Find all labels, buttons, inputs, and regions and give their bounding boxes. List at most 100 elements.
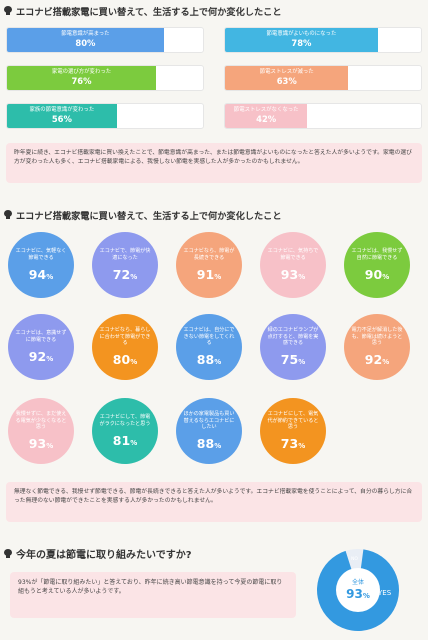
circle-unit: % [214,272,222,281]
circle-label: エコナビで、節電が快適になった [99,248,151,261]
bar-label: 家電の選び方が変わった [51,69,112,76]
bar-label: 節電ストレスがなくなった [233,107,299,114]
circle-label: 電力不足が解消した後も、節電は続けようと思う [351,326,403,347]
bar-text: 家電の選び方が変わった 76% [7,66,156,90]
bar-item: 家電の選び方が変わった 76% [6,65,204,91]
pie-center-label: 全体 [352,578,364,586]
circle-percent: 92% [365,352,389,367]
bar-fill [225,66,349,90]
bar-text: 家族の節電意識が変わった 56% [7,104,117,128]
stat-circle: エコナビにして、電気代が節約できていると思う 73% [260,398,326,464]
bar-value: 80% [75,38,96,49]
circle-value: 88 [196,436,215,452]
pie-center [336,568,380,612]
circle-unit: % [382,272,390,281]
circle-percent: 92% [29,349,53,364]
stat-circle: エコナビにして、節電がラクになったと思う 81% [92,398,158,464]
circle-value: 94 [28,266,47,282]
stat-circle: ほかの家電製品も買い替えるならエコナビにしたい 88% [176,398,242,464]
pie-yes-label: YES [377,589,392,597]
circle-unit: % [298,272,306,281]
circle-unit: % [382,358,390,367]
stat-circle: エコナビは、意識せずに節電できる 92% [8,314,74,380]
circle-unit: % [46,442,54,451]
circle-percent: 81% [113,433,137,448]
stat-circle: 電力不足が解消した後も、節電は続けようと思う 92% [344,314,410,380]
section1-title: エコナビ搭載家電に買い替えて、生活する上で何か変化したこと [4,4,282,18]
circle-percent: 93% [29,436,53,451]
bar-item: 節電ストレスがなくなった 42% [224,103,422,129]
stat-circle: エコナビで、節電が快適になった 72% [92,232,158,298]
pie-center-number: 93 [346,587,363,601]
circle-label: エコナビは、意識せずに節電できる [15,330,67,343]
circle-percent: 88% [197,436,221,451]
bar-item: 節電ストレスが減った 63% [224,65,422,91]
circle-unit: % [130,358,138,367]
stat-circle: エコナビなら、節電が長続きできる 91% [176,232,242,298]
circle-value: 81 [112,432,131,448]
bar-item: 家族の節電意識が変わった 56% [6,103,204,129]
bar-value: 56% [51,114,72,125]
circle-value: 88 [196,352,215,368]
circle-label: 我慢せずに、まだ使える電気が少なくなると思う [15,410,67,431]
pie-center-unit: % [363,592,370,600]
circle-unit: % [46,354,54,363]
pie-chart: 全体 93% NO YES [317,549,399,631]
stat-circle: エコナビは、我慢せず自然に節電できる 90% [344,232,410,298]
bar-value: 63% [276,76,297,87]
circle-label: ほかの家電製品も買い替えるならエコナビにしたい [183,410,235,431]
circle-value: 90 [364,266,383,282]
circle-value: 93 [280,266,299,282]
bar-label: 節電意識が高まった [61,31,110,38]
circle-label: エコナビにして、節電がラクになったと思う [99,414,151,427]
circle-percent: 94% [29,267,53,282]
bar-label: 家族の節電意識が変わった [29,107,95,114]
pie-no-label: NO [351,556,358,562]
bar-fill [7,104,117,128]
circle-label: エコナビは、自分にできない節電をしてくれる [183,326,235,347]
circle-unit: % [298,358,306,367]
bar-value: 76% [71,76,92,87]
lightbulb-icon [4,6,12,16]
stat-circle: 我慢せずに、まだ使える電気が少なくなると思う 93% [8,398,74,464]
section2-note: 無理なく節電できる、我慢せず節電できる、節電が長続きできると答えた人が多いようで… [6,482,422,522]
stat-circle: エコナビに、気持ちで節電できる 93% [260,232,326,298]
circle-unit: % [214,358,222,367]
circle-percent: 93% [281,267,305,282]
circle-label: エコナビに、気持ちで節電できる [267,248,319,261]
bar-text: 節電意識が高まった 80% [7,28,164,52]
bar-label: 節電意識がよいものになった [266,31,337,38]
circle-value: 80 [112,352,131,368]
circle-label: エコナビなら、節電が長続きできる [183,248,235,261]
stat-circle: エコナビに、気軽なく節電できる 94% [8,232,74,298]
circle-label: エコナビは、我慢せず自然に節電できる [351,248,403,261]
bar-value: 42% [256,114,277,125]
section2-title: エコナビ搭載家電に買い替えて、生活する上で何か変化したこと [4,208,282,222]
circle-unit: % [130,272,138,281]
circle-percent: 90% [365,267,389,282]
circle-value: 92 [28,348,47,364]
stat-circle: 緑のエコナビランプが点灯すると、節電を実感できる 75% [260,314,326,380]
circle-label: エコナビに、気軽なく節電できる [15,248,67,261]
circle-percent: 91% [197,267,221,282]
circle-percent: 88% [197,352,221,367]
bar-value: 78% [291,38,312,49]
bar-item: 節電意識が高まった 80% [6,27,204,53]
section3-title: 今年の夏は節電に取り組みたいですか? [4,546,192,561]
circle-unit: % [214,442,222,451]
circle-value: 91 [196,266,215,282]
stat-circle: エコナビは、自分にできない節電をしてくれる 88% [176,314,242,380]
circle-value: 92 [364,352,383,368]
stat-circle: エコナビなら、暮らしに合わせて節電ができる 80% [92,314,158,380]
bar-item: 節電意識がよいものになった 78% [224,27,422,53]
lightbulb-icon [4,210,12,220]
pie-center-value: 93% [346,587,370,601]
lightbulb-icon [4,548,12,559]
section3-note: 93%が「節電に取り組みたい」と答えており、昨年に続き高い節電意識を持って今夏の… [10,572,296,618]
circle-label: エコナビにして、電気代が節約できていると思う [267,410,319,431]
bar-fill [7,66,156,90]
circle-unit: % [130,438,138,447]
bar-fill [7,28,164,52]
section1-note: 昨年夏に続き、エコナビ搭載家電に買い換えたことで、節電意識が高まった、または節電… [6,143,422,183]
circle-unit: % [46,272,54,281]
